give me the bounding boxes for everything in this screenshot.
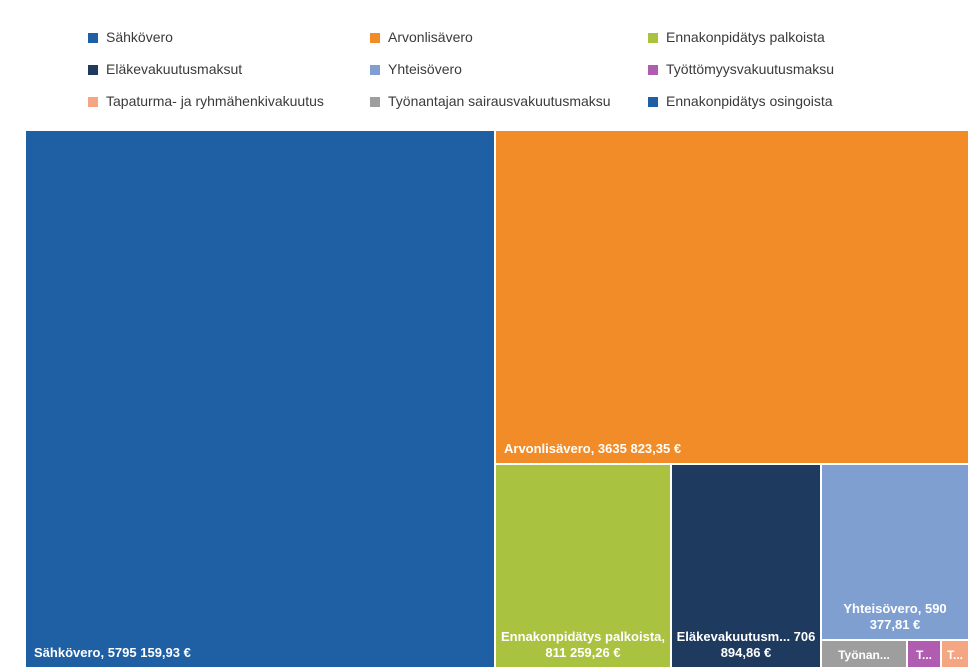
legend-label: Arvonlisävero — [388, 29, 473, 45]
legend-swatch — [648, 33, 658, 43]
treemap-tile[interactable]: T... — [908, 641, 940, 667]
legend-swatch — [648, 97, 658, 107]
legend-swatch — [88, 33, 98, 43]
legend-item-sahkovero[interactable]: Sähkövero — [88, 26, 173, 48]
legend-label: Ennakonpidätys palkoista — [666, 29, 825, 45]
tile-label: T... — [946, 648, 963, 662]
legend-swatch — [88, 65, 98, 75]
legend-item-ennakonpidatys-palkoista[interactable]: Ennakonpidätys palkoista — [648, 26, 825, 48]
tile-label: Työnan... — [838, 648, 890, 662]
legend-label: Eläkevakuutusmaksut — [106, 61, 243, 77]
tile-label: T... — [915, 648, 932, 662]
legend-swatch — [370, 33, 380, 43]
legend-label: Sähkövero — [106, 29, 173, 45]
legend-label: Työnantajan sairausvakuutusmaksu — [388, 93, 611, 109]
legend-item-tapaturma[interactable]: Tapaturma- ja ryhmähenkivakuutus — [88, 90, 324, 112]
tile-label: Sähkövero, 5795 159,93 € — [34, 645, 191, 660]
treemap-tile[interactable]: Eläkevakuutusm... 706 894,86 € — [672, 465, 820, 667]
tile-label: Ennakonpidätys palkoista, 811 259,26 € — [501, 629, 665, 660]
legend-label: Yhteisövero — [388, 61, 462, 77]
legend-label: Ennakonpidätys osingoista — [666, 93, 833, 109]
legend-item-arvonlisavero[interactable]: Arvonlisävero — [370, 26, 473, 48]
tile-label: Arvonlisävero, 3635 823,35 € — [504, 441, 682, 456]
legend-item-elakevakuutusmaksut[interactable]: Eläkevakuutusmaksut — [88, 58, 242, 80]
tile-label: Eläkevakuutusm... 706 894,86 € — [676, 629, 816, 660]
legend-swatch — [370, 65, 380, 75]
legend-item-yhteisovero[interactable]: Yhteisövero — [370, 58, 462, 80]
treemap-tile[interactable]: T... — [942, 641, 968, 667]
legend-item-ennakonpidatys-osingoista[interactable]: Ennakonpidätys osingoista — [648, 90, 833, 112]
legend-item-tyonantajan-sairausvakuutusmaksu[interactable]: Työnantajan sairausvakuutusmaksu — [370, 90, 611, 112]
legend-item-tyottomyysvakuutusmaksu[interactable]: Työttömyysvakuutusmaksu — [648, 58, 834, 80]
treemap-area: Sähkövero, 5795 159,93 € Arvonlisävero, 3… — [26, 131, 968, 667]
treemap-tile[interactable]: Yhteisövero, 590 377,81 € — [822, 465, 968, 639]
treemap-tile[interactable]: Sähkövero, 5795 159,93 € — [26, 131, 494, 667]
treemap-tile[interactable]: Ennakonpidätys palkoista, 811 259,26 € — [496, 465, 670, 667]
legend-label: Tapaturma- ja ryhmähenkivakuutus — [106, 93, 324, 109]
treemap-tile[interactable]: Työnan... — [822, 641, 906, 667]
legend-label: Työttömyysvakuutusmaksu — [666, 61, 835, 77]
legend-swatch — [88, 97, 98, 107]
tile-label: Yhteisövero, 590 377,81 € — [843, 601, 947, 632]
treemap-tile[interactable]: Arvonlisävero, 3635 823,35 € — [496, 131, 968, 463]
legend-swatch — [370, 97, 380, 107]
legend-swatch — [648, 65, 658, 75]
legend: Sähkövero Arvonlisävero Ennakonpidätys p… — [88, 26, 968, 122]
